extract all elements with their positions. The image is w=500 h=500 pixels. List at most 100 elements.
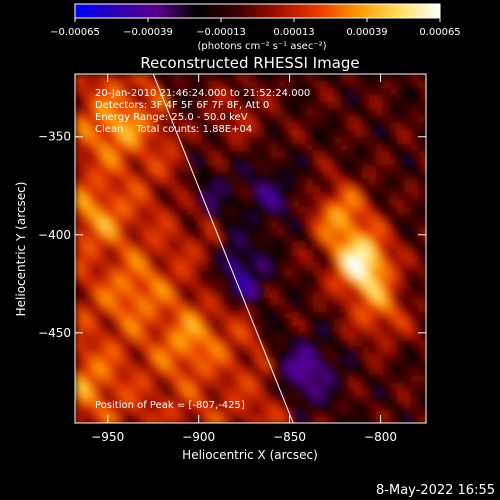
heatmap-cell xyxy=(187,144,195,152)
heatmap-cell xyxy=(173,102,181,110)
heatmap-cell xyxy=(341,123,349,131)
heatmap-cell xyxy=(376,165,384,173)
heatmap-cell xyxy=(159,200,167,208)
heatmap-cell xyxy=(89,354,97,362)
heatmap-cell xyxy=(334,74,342,82)
heatmap-cell xyxy=(285,389,293,397)
heatmap-cell xyxy=(243,130,251,138)
heatmap-cell xyxy=(397,291,405,299)
heatmap-cell xyxy=(257,340,265,348)
heatmap-cell xyxy=(257,186,265,194)
heatmap-cell xyxy=(404,263,412,271)
heatmap-cell xyxy=(313,340,321,348)
heatmap-cell xyxy=(180,88,188,96)
heatmap-cell xyxy=(404,291,412,299)
heatmap-cell xyxy=(369,214,377,222)
heatmap-cell xyxy=(82,410,90,418)
heatmap-cell xyxy=(187,249,195,257)
heatmap-cell xyxy=(369,249,377,257)
heatmap-cell xyxy=(278,249,286,257)
heatmap-cell xyxy=(103,340,111,348)
heatmap-cell xyxy=(173,88,181,96)
heatmap-cell xyxy=(320,200,328,208)
heatmap-cell xyxy=(383,221,391,229)
heatmap-cell xyxy=(348,291,356,299)
heatmap-cell xyxy=(306,270,314,278)
heatmap-cell xyxy=(96,319,104,327)
heatmap-cell xyxy=(348,305,356,313)
heatmap-cell xyxy=(285,375,293,383)
heatmap-cell xyxy=(82,200,90,208)
heatmap-cell xyxy=(383,256,391,264)
heatmap-cell xyxy=(306,305,314,313)
heatmap-cell xyxy=(187,123,195,131)
heatmap-cell xyxy=(145,81,153,89)
heatmap-cell xyxy=(264,151,272,159)
heatmap-cell xyxy=(306,235,314,243)
heatmap-cell xyxy=(110,151,118,159)
heatmap-cell xyxy=(362,221,370,229)
heatmap-cell xyxy=(82,305,90,313)
heatmap-cell xyxy=(271,130,279,138)
heatmap-cell xyxy=(173,326,181,334)
heatmap-cell xyxy=(89,221,97,229)
heatmap-cell xyxy=(320,403,328,411)
heatmap-cell xyxy=(327,137,335,145)
heatmap-cell xyxy=(306,368,314,376)
heatmap-cell xyxy=(96,214,104,222)
heatmap-cell xyxy=(103,221,111,229)
heatmap-cell xyxy=(404,340,412,348)
heatmap-cell xyxy=(355,109,363,117)
heatmap-cell xyxy=(404,284,412,292)
heatmap-cell xyxy=(292,326,300,334)
heatmap-cell xyxy=(327,116,335,124)
heatmap-cell xyxy=(124,214,132,222)
heatmap-cell xyxy=(390,130,398,138)
heatmap-cell xyxy=(376,249,384,257)
heatmap-cell xyxy=(243,172,251,180)
heatmap-cell xyxy=(264,347,272,355)
heatmap-cell xyxy=(327,368,335,376)
heatmap-cell xyxy=(138,298,146,306)
heatmap-cell xyxy=(376,221,384,229)
heatmap-cell xyxy=(229,249,237,257)
heatmap-cell xyxy=(124,382,132,390)
heatmap-cell xyxy=(390,375,398,383)
heatmap-cell xyxy=(138,249,146,257)
heatmap-cell xyxy=(180,417,188,423)
heatmap-cell xyxy=(194,221,202,229)
heatmap-cell xyxy=(222,326,230,334)
heatmap-cell xyxy=(285,242,293,250)
heatmap-cell xyxy=(159,172,167,180)
heatmap-cell xyxy=(390,298,398,306)
heatmap-cell xyxy=(124,151,132,159)
heatmap-cell xyxy=(334,382,342,390)
heatmap-cell xyxy=(292,312,300,320)
heatmap-cell xyxy=(103,102,111,110)
heatmap-cell xyxy=(320,179,328,187)
heatmap-cell xyxy=(222,284,230,292)
heatmap-cell xyxy=(166,193,174,201)
heatmap-cell xyxy=(250,193,258,201)
heatmap-cell xyxy=(306,375,314,383)
heatmap-cell xyxy=(187,130,195,138)
heatmap-cell xyxy=(383,361,391,369)
heatmap-cell xyxy=(383,137,391,145)
heatmap-cell xyxy=(173,319,181,327)
heatmap-cell xyxy=(306,242,314,250)
heatmap-cell xyxy=(327,263,335,271)
heatmap-cell xyxy=(313,151,321,159)
heatmap-cell xyxy=(110,179,118,187)
heatmap-cell xyxy=(292,95,300,103)
heatmap-cell xyxy=(131,158,139,166)
colorbar-unit-label: (photons cm⁻² s⁻¹ asec⁻²) xyxy=(197,41,326,52)
heatmap-cell xyxy=(89,109,97,117)
heatmap-cell xyxy=(271,403,279,411)
heatmap-cell xyxy=(292,256,300,264)
info-detectors: Detectors: 3F 4F 5F 6F 7F 8F, Att 0 xyxy=(95,100,269,111)
heatmap-cell xyxy=(138,312,146,320)
heatmap-cell xyxy=(187,410,195,418)
heatmap-cell xyxy=(166,417,174,423)
heatmap-cell xyxy=(89,361,97,369)
heatmap-cell xyxy=(404,109,412,117)
